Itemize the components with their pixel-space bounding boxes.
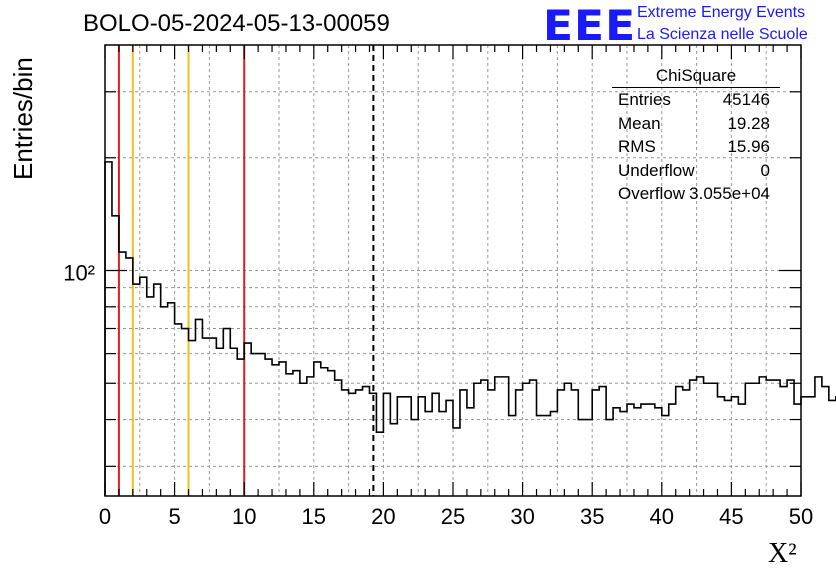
logo-line-2: La Scienza nelle Scuole: [637, 26, 808, 43]
y-axis-label-text: Entries/bin: [8, 57, 38, 180]
x-axis-label: X²: [768, 538, 797, 569]
x-tick-label: 40: [650, 504, 674, 529]
x-tick-label: 30: [510, 504, 534, 529]
stats-key: Entries: [618, 90, 671, 109]
y-tick-label: 10²: [63, 261, 95, 286]
x-tick-label: 10: [232, 504, 256, 529]
chart-title: BOLO-05-2024-05-13-00059: [83, 10, 390, 37]
x-tick-label: 25: [441, 504, 465, 529]
stats-row-rms: RMS 15.96: [612, 137, 780, 161]
stats-row-mean: Mean 19.28: [612, 114, 780, 138]
y-axis-label: Entries/bin: [8, 57, 38, 210]
stats-key: Overflow: [618, 184, 686, 204]
stats-key: Underflow: [618, 160, 695, 180]
stats-header: ChiSquare: [612, 66, 780, 88]
stats-row-underflow: Underflow 0: [612, 161, 780, 185]
x-tick-label: 50: [789, 504, 813, 529]
stats-value: 15.96: [727, 137, 770, 157]
stats-key: RMS: [618, 137, 656, 157]
stats-box: ChiSquare Entries 45146 Mean 19.28 RMS 15.9…: [612, 66, 780, 208]
stats-value: 45146: [722, 90, 770, 109]
stats-row-entries: Entries 45146: [612, 90, 780, 114]
x-tick-label: 20: [371, 504, 395, 529]
eee-logo: EEE: [543, 2, 637, 51]
x-tick-label: 0: [99, 504, 111, 529]
stats-value: 0: [760, 160, 770, 180]
x-tick-label: 35: [580, 504, 604, 529]
stats-value: 3.055e+04: [689, 184, 770, 204]
logo-line-1: Extreme Energy Events: [637, 4, 806, 21]
stats-key: Mean: [618, 113, 661, 133]
x-tick-label: 15: [302, 504, 326, 529]
x-tick-label: 45: [719, 504, 743, 529]
x-tick-label: 5: [168, 504, 180, 529]
stats-value: 19.28: [727, 113, 770, 133]
stats-row-overflow: Overflow 3.055e+04: [612, 184, 780, 208]
